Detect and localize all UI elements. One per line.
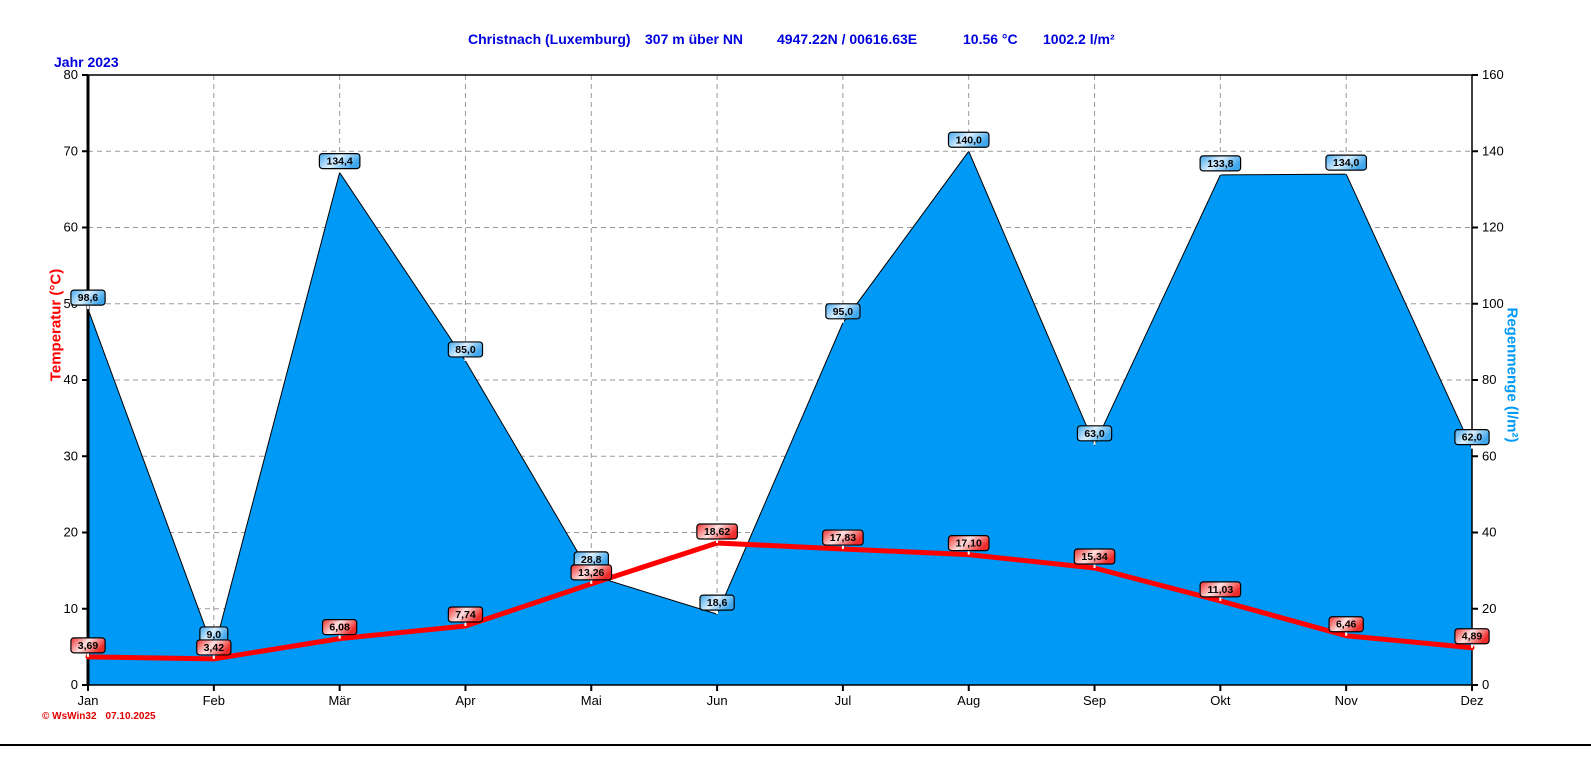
right-tick-label: 100 [1482, 296, 1504, 311]
temperature-label-text: 11,03 [1208, 584, 1234, 596]
month-label: Jul [835, 693, 852, 708]
right-tick-label: 40 [1482, 525, 1496, 540]
rain-label [1454, 429, 1490, 446]
temperature-label-text: 18,62 [704, 526, 730, 538]
rain-label [318, 153, 361, 170]
bottom-divider [0, 744, 1591, 746]
copyright-note: © WsWin32 07.10.2025 [42, 711, 165, 722]
year-label: Jahr 2023 [54, 54, 119, 70]
temperature-label-text: 13,26 [578, 567, 604, 579]
month-label: Feb [203, 693, 225, 708]
right-tick-label: 160 [1482, 67, 1504, 82]
temperature-label [947, 535, 990, 552]
rain-label-text: 98,6 [78, 292, 99, 304]
rain-label [699, 594, 735, 611]
left-tick-label: 10 [64, 601, 78, 616]
rain-label [1076, 425, 1113, 442]
station-coordinates: 4947.22N / 00616.63E [777, 31, 918, 47]
right-tick-label: 20 [1482, 601, 1496, 616]
month-label: Okt [1210, 693, 1231, 708]
right-tick-label: 60 [1482, 448, 1496, 463]
left-tick-label: 0 [71, 677, 78, 692]
rain-label [1325, 154, 1368, 171]
rain-label [70, 289, 106, 306]
rain-area [87, 150, 1473, 686]
right-tick-label: 120 [1482, 220, 1504, 235]
rain-label-text: 28,8 [581, 554, 602, 566]
station-altitude: 307 m über NN [645, 31, 744, 47]
rain-label-text: 63,0 [1084, 428, 1105, 440]
temperature-label-text: 4,89 [1462, 631, 1483, 643]
rain-label-text: 18,6 [707, 597, 728, 609]
rain-label-text: 62,0 [1462, 432, 1483, 444]
right-tick-label: 0 [1482, 677, 1489, 692]
month-label: Apr [455, 693, 476, 708]
rain-label-text: 134,4 [326, 156, 352, 168]
left-tick-label: 40 [64, 372, 78, 387]
rain-label-text: 9,0 [207, 629, 222, 641]
temperature-label [70, 637, 106, 654]
temperature-label [570, 564, 613, 581]
month-label: Nov [1335, 693, 1359, 708]
right-tick-label: 140 [1482, 143, 1504, 158]
left-tick-label: 70 [64, 143, 78, 158]
month-label: Mär [328, 693, 351, 708]
left-tick-label: 80 [64, 67, 78, 82]
month-label: Jun [707, 693, 728, 708]
print-date: 07.10.2025 [105, 711, 156, 722]
rain-label [1199, 155, 1242, 172]
temperature-label [447, 606, 484, 623]
month-label: Sep [1083, 693, 1106, 708]
rain-label-text: 133,8 [1207, 158, 1233, 170]
temperature-label [1073, 548, 1116, 565]
mean-temperature: 10.56 °C [963, 31, 1018, 47]
temperature-label [696, 523, 738, 540]
rain-label [447, 341, 484, 358]
temperature-label [196, 639, 232, 656]
left-tick-label: 30 [64, 448, 78, 463]
month-label: Mai [581, 693, 602, 708]
temperature-label-text: 17,10 [956, 538, 982, 550]
month-label: Jan [78, 693, 99, 708]
temperature-label-text: 6,08 [329, 622, 350, 634]
temperature-label-text: 15,34 [1081, 551, 1107, 563]
temperature-label-text: 7,74 [455, 609, 476, 621]
left-tick-label: 60 [64, 220, 78, 235]
temperature-label [1199, 581, 1242, 598]
month-label: Dez [1460, 693, 1483, 708]
temperature-label-text: 3,69 [78, 640, 99, 652]
temperature-label [1328, 616, 1364, 633]
rain-label-text: 85,0 [455, 344, 476, 356]
rain-label-text: 134,0 [1333, 157, 1359, 169]
station-name: Christnach (Luxemburg) [468, 31, 631, 47]
right-tick-label: 80 [1482, 372, 1496, 387]
rain-label [947, 131, 990, 148]
rain-label-text: 95,0 [833, 306, 854, 318]
rain-label-text: 140,0 [956, 134, 982, 146]
temperature-label-text: 17,83 [830, 532, 856, 544]
temperature-label-text: 6,46 [1336, 619, 1357, 631]
temperature-label [321, 619, 358, 636]
temperature-line [85, 540, 1475, 662]
temperature-label [822, 529, 864, 546]
total-rainfall: 1002.2 l/m² [1043, 31, 1115, 47]
software-name: © WsWin32 [42, 711, 97, 722]
month-label: Aug [957, 693, 980, 708]
temperature-label [1454, 628, 1490, 645]
rain-label [825, 303, 861, 320]
temperature-label-text: 3,42 [204, 642, 225, 654]
left-tick-label: 20 [64, 525, 78, 540]
